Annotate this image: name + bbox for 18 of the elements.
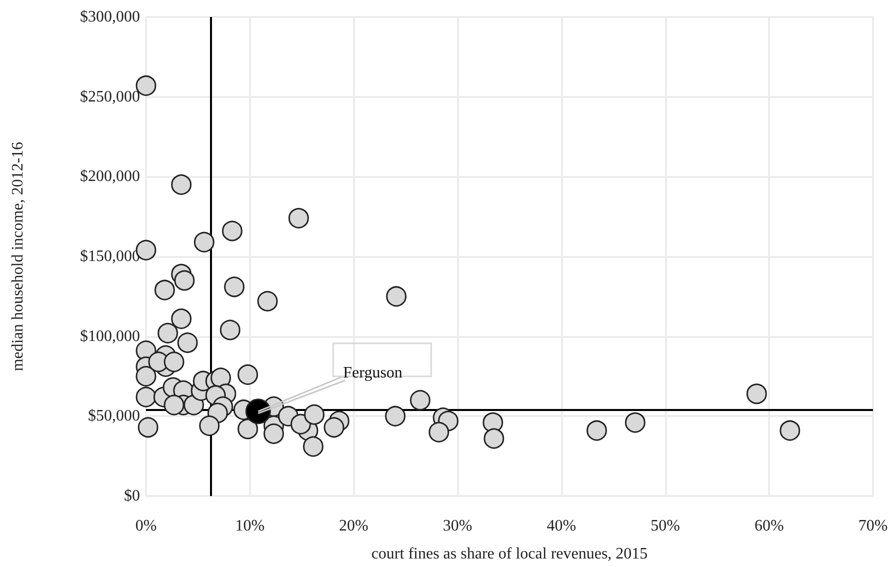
x-tick-label: 10%	[235, 518, 265, 534]
y-tick-label: $50,000	[88, 408, 140, 425]
y-tick-label: $300,000	[80, 8, 140, 26]
y-tick-label: $0	[124, 488, 140, 504]
y-tick-label: $250,000	[80, 88, 140, 106]
x-tick-label: 20%	[339, 518, 368, 534]
x-axis-title: court fines as share of local revenues, 2015	[371, 546, 648, 562]
y-axis-title: median household income, 2012-16	[10, 142, 26, 372]
x-tick-label: 70%	[858, 518, 888, 534]
y-tick-label: $150,000	[80, 248, 140, 265]
x-tick-label: 40%	[546, 518, 576, 534]
y-tick-label: $100,000	[80, 328, 140, 345]
x-tick-label: 30%	[442, 518, 472, 534]
annotation: Ferguson	[343, 364, 402, 382]
x-tick-label: 0%	[135, 518, 157, 534]
x-tick-label: 50%	[650, 518, 680, 534]
y-tick-label: $200,000	[80, 168, 140, 186]
x-tick-label: 60%	[754, 518, 784, 534]
